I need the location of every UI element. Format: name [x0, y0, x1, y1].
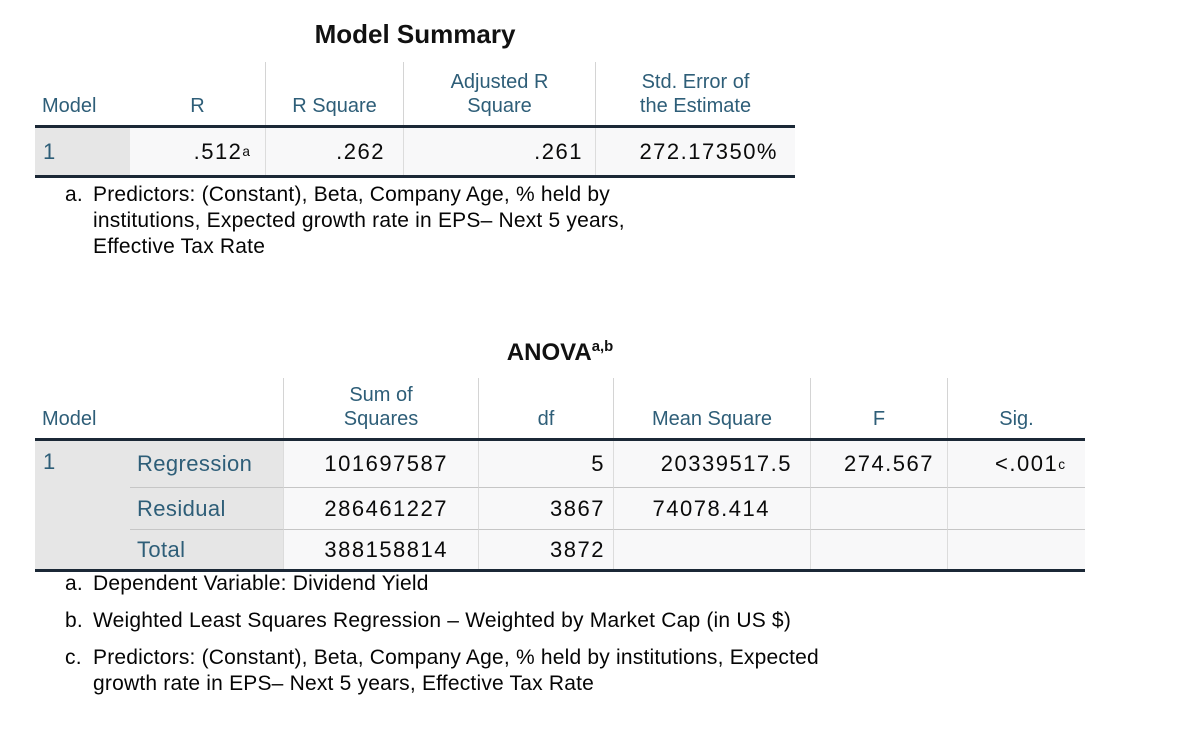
model-summary-footnote: a. Predictors: (Constant), Beta, Company…	[65, 182, 785, 260]
footnote-text: Dependent Variable: Dividend Yield	[93, 571, 1125, 597]
footnote-marker: a.	[65, 183, 83, 206]
model-number-cell: 1	[35, 128, 130, 175]
model-number-cell: 1	[35, 441, 130, 569]
header-std-error-line2: the Estimate	[639, 95, 752, 117]
model-summary-data-row: 1 .512 a .262 .261 272.17350%	[35, 128, 795, 178]
sum-of-squares-cell: 101697587	[283, 441, 478, 487]
header-sum-of-squares: Sum of Squares	[283, 378, 478, 438]
sig-superscript: c	[1058, 456, 1065, 472]
footnote-text: Weighted Least Squares Regression – Weig…	[93, 608, 1125, 634]
f-cell: 274.567	[810, 441, 947, 487]
r-superscript: a	[242, 144, 250, 159]
footnote-marker: b.	[65, 609, 83, 632]
header-f: F	[810, 378, 947, 438]
sum-of-squares-cell: 286461227	[283, 487, 478, 529]
sum-of-squares-cell: 388158814	[283, 529, 478, 569]
anova-table: Model Sum of Squares df Mean Square F Si…	[35, 378, 1085, 572]
row-label-regression: Regression	[130, 441, 283, 487]
footnote-line: institutions, Expected growth rate in EP…	[93, 209, 625, 232]
header-model: Model	[42, 408, 97, 430]
footnote-text: Predictors: (Constant), Beta, Company Ag…	[93, 182, 785, 260]
footnote-marker: a.	[65, 572, 83, 595]
anova-footnote-a: a. Dependent Variable: Dividend Yield	[65, 571, 1125, 597]
sig-cell-empty	[947, 529, 1085, 569]
footnote-line: Weighted Least Squares Regression – Weig…	[93, 609, 792, 632]
header-mean-square: Mean Square	[613, 378, 810, 438]
std-error-value-cell: 272.17350%	[595, 128, 795, 175]
anova-title: ANOVAa,b	[35, 332, 1085, 368]
mean-square-cell-empty	[613, 529, 810, 569]
footnote-line: Dependent Variable: Dividend Yield	[93, 572, 429, 595]
header-adjusted-r-line2: Square	[467, 95, 532, 117]
footnote-text: Predictors: (Constant), Beta, Company Ag…	[93, 645, 1065, 697]
adjusted-r-square-value-cell: .261	[403, 128, 595, 175]
header-adjusted-r-square: Adjusted R Square	[403, 62, 595, 125]
anova-footnote-b: b. Weighted Least Squares Regression – W…	[65, 608, 1125, 634]
header-sum-of-squares-line1: Sum of	[349, 384, 413, 406]
mean-square-cell: 74078.414	[613, 487, 810, 529]
footnote-line: Predictors: (Constant), Beta, Company Ag…	[93, 183, 610, 206]
sig-cell-empty	[947, 487, 1085, 529]
anova-header-row: Model Sum of Squares df Mean Square F Si…	[35, 378, 1085, 441]
row-label-total: Total	[130, 529, 283, 569]
footnote-line: growth rate in EPS– Next 5 years, Effect…	[93, 672, 595, 695]
model-summary-table: Model R R Square Adjusted R Square Std. …	[35, 62, 795, 178]
df-cell: 5	[478, 441, 613, 487]
footnote-line: Predictors: (Constant), Beta, Company Ag…	[93, 646, 819, 669]
row-label-residual: Residual	[130, 487, 283, 529]
header-model: Model	[42, 95, 97, 117]
r-value-cell: .512 a	[130, 128, 265, 175]
model-summary-title: Model Summary	[314, 19, 516, 49]
anova-title-text: ANOVA	[506, 339, 592, 366]
mean-square-cell: 20339517.5	[613, 441, 810, 487]
header-sig: Sig.	[947, 378, 1085, 438]
f-cell-empty	[810, 529, 947, 569]
footnote-line: Effective Tax Rate	[93, 235, 266, 258]
sig-cell: <.001 c	[947, 441, 1085, 487]
header-df: df	[478, 378, 613, 438]
anova-footnote-c: c. Predictors: (Constant), Beta, Company…	[65, 645, 1065, 697]
header-r-square: R Square	[265, 62, 403, 125]
header-std-error: Std. Error of the Estimate	[595, 62, 795, 125]
header-adjusted-r-line1: Adjusted R	[450, 71, 549, 93]
r-value: .512	[193, 138, 243, 164]
anova-data-rows: 1 Regression 101697587 5 20339517.5 274.…	[35, 441, 1085, 572]
header-std-error-line1: Std. Error of	[641, 71, 750, 93]
anova-title-superscript: a,b	[591, 339, 614, 355]
df-cell: 3872	[478, 529, 613, 569]
sig-value: <.001	[995, 451, 1059, 476]
r-square-value-cell: .262	[265, 128, 403, 175]
header-sum-of-squares-line2: Squares	[343, 408, 419, 430]
f-cell-empty	[810, 487, 947, 529]
header-r: R	[190, 95, 205, 117]
model-summary-header-row: Model R R Square Adjusted R Square Std. …	[35, 62, 795, 128]
df-cell: 3867	[478, 487, 613, 529]
footnote-marker: c.	[65, 646, 82, 669]
